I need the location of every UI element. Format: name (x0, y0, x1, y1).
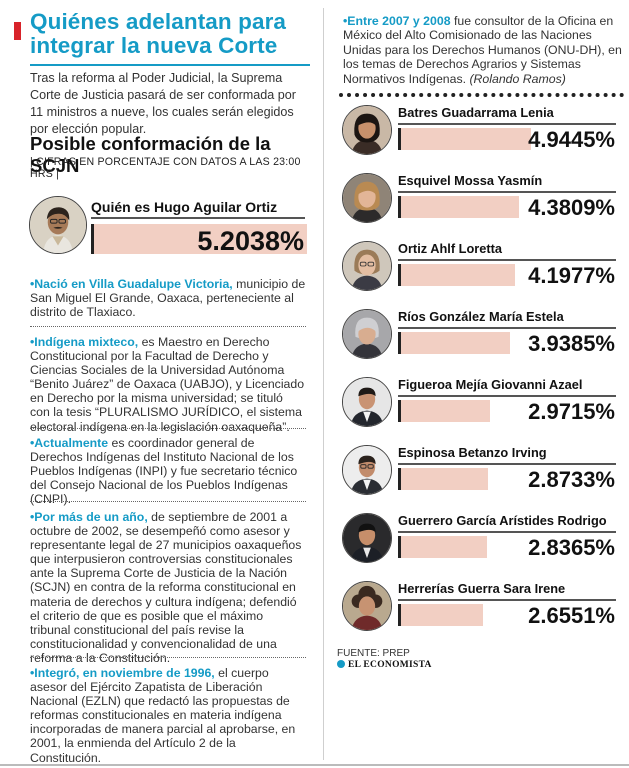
candidate-rule (398, 395, 616, 397)
candidate-bar (398, 400, 490, 422)
candidate-name: Espinosa Betanzo Irving (398, 445, 547, 460)
candidate-percent: 4.3809% (528, 195, 615, 220)
candidate-percent: 2.8365% (528, 535, 615, 560)
brand-dot-icon (337, 660, 345, 668)
woman-glasses-icon (342, 241, 392, 291)
candidate-row: Ríos González María Estela 3.9385% (331, 309, 629, 375)
featured-rule (91, 217, 305, 219)
candidate-rule (398, 531, 616, 533)
candidate-row: Figueroa Mejía Giovanni Azael 2.9715% (331, 377, 629, 443)
candidate-rule (398, 123, 616, 125)
woman-gray-hair-icon (342, 309, 392, 359)
candidate-row: Esquivel Mossa Yasmín 4.3809% (331, 173, 629, 239)
man-mustache-icon (29, 196, 87, 254)
candidate-percent: 3.9385% (528, 331, 615, 356)
bio-paragraph: •Entre 2007 y 2008 fue consultor de la O… (343, 14, 622, 86)
candidate-name: Esquivel Mossa Yasmín (398, 173, 543, 188)
bio-paragraph: •Indígena mixteco, es Maestro en Derecho… (30, 335, 305, 434)
column-divider (323, 8, 324, 760)
candidate-percent: 4.9445% (528, 127, 615, 152)
dotted-divider (30, 501, 306, 502)
candidate-rule (398, 463, 616, 465)
woman-curly-hair-icon (342, 581, 392, 631)
candidate-rule (398, 259, 616, 261)
candidate-bar (398, 604, 483, 626)
woman-dark-hair-icon (342, 105, 392, 155)
chart-title: Posible conformación de la SCJN (30, 133, 271, 176)
candidate-percent: 4.1977% (528, 263, 615, 288)
candidate-bar (398, 468, 488, 490)
dotted-divider (30, 428, 306, 429)
bio-paragraph: •Actualmente es coordinador general de D… (30, 436, 298, 507)
candidate-bar (398, 264, 515, 286)
candidate-percent: 2.8733% (528, 467, 615, 492)
candidate-name: Batres Guadarrama Lenia (398, 105, 554, 120)
bio-paragraph: •Nació en Villa Guadalupe Victoria, muni… (30, 277, 306, 320)
candidate-bar (398, 128, 531, 150)
candidate-row: Herrerías Guerra Sara Irene 2.6551% (331, 581, 629, 647)
candidate-rule (398, 599, 616, 601)
right-column: •Entre 2007 y 2008 fue consultor de la O… (331, 0, 629, 768)
headline-rule (30, 64, 310, 66)
dotted-divider (339, 93, 624, 97)
candidate-rule (398, 191, 616, 193)
candidate-percent: 2.9715% (528, 399, 615, 424)
candidate-bar (398, 536, 487, 558)
woman-blond-hair-icon (342, 173, 392, 223)
man-suit-icon (342, 377, 392, 427)
dotted-divider (30, 326, 306, 327)
candidate-rule (398, 327, 616, 329)
candidate-bar (398, 196, 519, 218)
bio-paragraph: •Por más de un año, de septiembre de 200… (30, 510, 302, 665)
source-note: FUENTE: PREP (337, 648, 410, 659)
left-column: Quiénes adelantan para integrar la nueva… (14, 9, 310, 765)
candidate-row: Guerrero García Arístides Rodrigo 2.8365… (331, 513, 629, 579)
bottom-rule (0, 764, 629, 766)
man-glasses-icon (342, 445, 392, 495)
candidate-row: Espinosa Betanzo Irving 2.8733% (331, 445, 629, 511)
candidate-name: Herrerías Guerra Sara Irene (398, 581, 566, 596)
featured-name: Quién es Hugo Aguilar Ortiz (91, 199, 278, 215)
candidate-row: Ortiz Ahlf Loretta 4.1977% (331, 241, 629, 307)
featured-bar (91, 224, 307, 254)
chart-subnote: | CIFRAS EN PORCENTAJE CON DATOS A LAS 2… (30, 156, 301, 180)
intro-paragraph: Tras la reforma al Poder Judicial, la Su… (30, 71, 297, 136)
brand-logo: EL ECONOMISTA (337, 660, 432, 670)
candidate-bar (398, 332, 510, 354)
featured-percent: 5.2038% (197, 226, 304, 256)
dotted-divider (30, 657, 306, 658)
man-suit-icon (342, 513, 392, 563)
headline: Quiénes adelantan para integrar la nueva… (30, 9, 287, 58)
candidate-name: Figueroa Mejía Giovanni Azael (398, 377, 583, 392)
candidate-name: Ríos González María Estela (398, 309, 564, 324)
candidate-row: Batres Guadarrama Lenia 4.9445% (331, 105, 629, 171)
candidate-name: Ortiz Ahlf Loretta (398, 241, 503, 256)
bio-paragraph: •Integró, en noviembre de 1996, el cuerp… (30, 666, 296, 765)
section-marker (14, 22, 21, 40)
candidate-name: Guerrero García Arístides Rodrigo (398, 513, 607, 528)
candidate-percent: 2.6551% (528, 603, 615, 628)
